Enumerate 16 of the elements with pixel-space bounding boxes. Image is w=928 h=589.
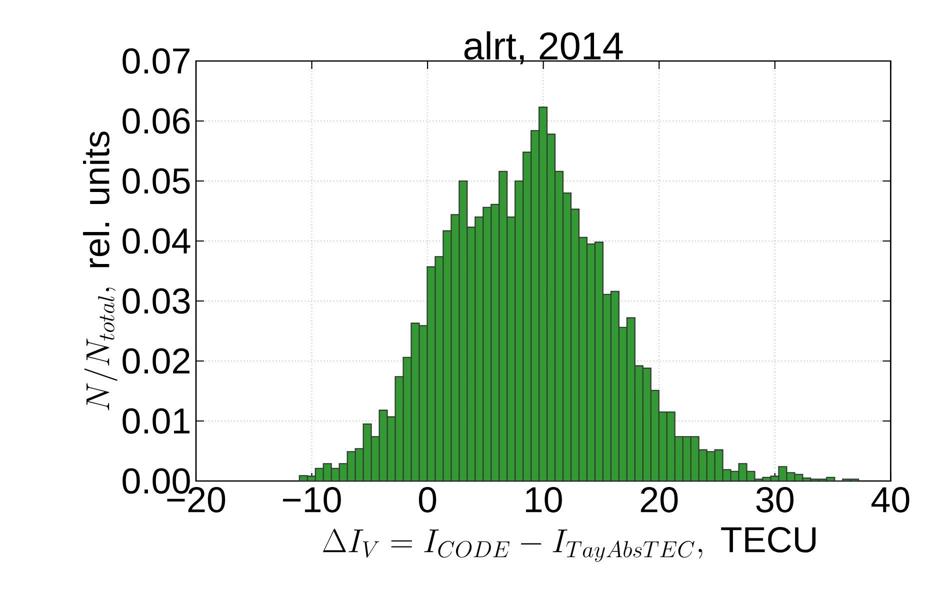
y-tick-label: 0.06 — [122, 108, 190, 134]
y-tick-label: 0.02 — [122, 348, 190, 374]
y-tick-label: 0.07 — [122, 48, 190, 74]
y-tick-label: 0.05 — [122, 168, 190, 194]
x-tick-label: 40 — [871, 487, 910, 513]
y-tick-label: 0.03 — [122, 288, 190, 314]
y-tick-label: 0.01 — [122, 408, 190, 434]
x-tick-label: 10 — [526, 487, 562, 513]
x-axis-title: $\Delta I_V = I_{CODE} - I_{TayAbsTEC},\ \mbox{TECU}$ — [322, 527, 816, 562]
x-tick-label: 0 — [418, 487, 436, 513]
chart-title: alrt, 2014 — [464, 31, 623, 64]
x-tick-label: 30 — [756, 487, 794, 513]
y-axis-title: $N/N_{total},\ \mbox{rel. units}$ — [83, 132, 118, 410]
x-tick-label: 20 — [640, 487, 678, 513]
y-tick-label: 0.04 — [122, 228, 190, 254]
x-tick-label: −10 — [283, 487, 341, 513]
